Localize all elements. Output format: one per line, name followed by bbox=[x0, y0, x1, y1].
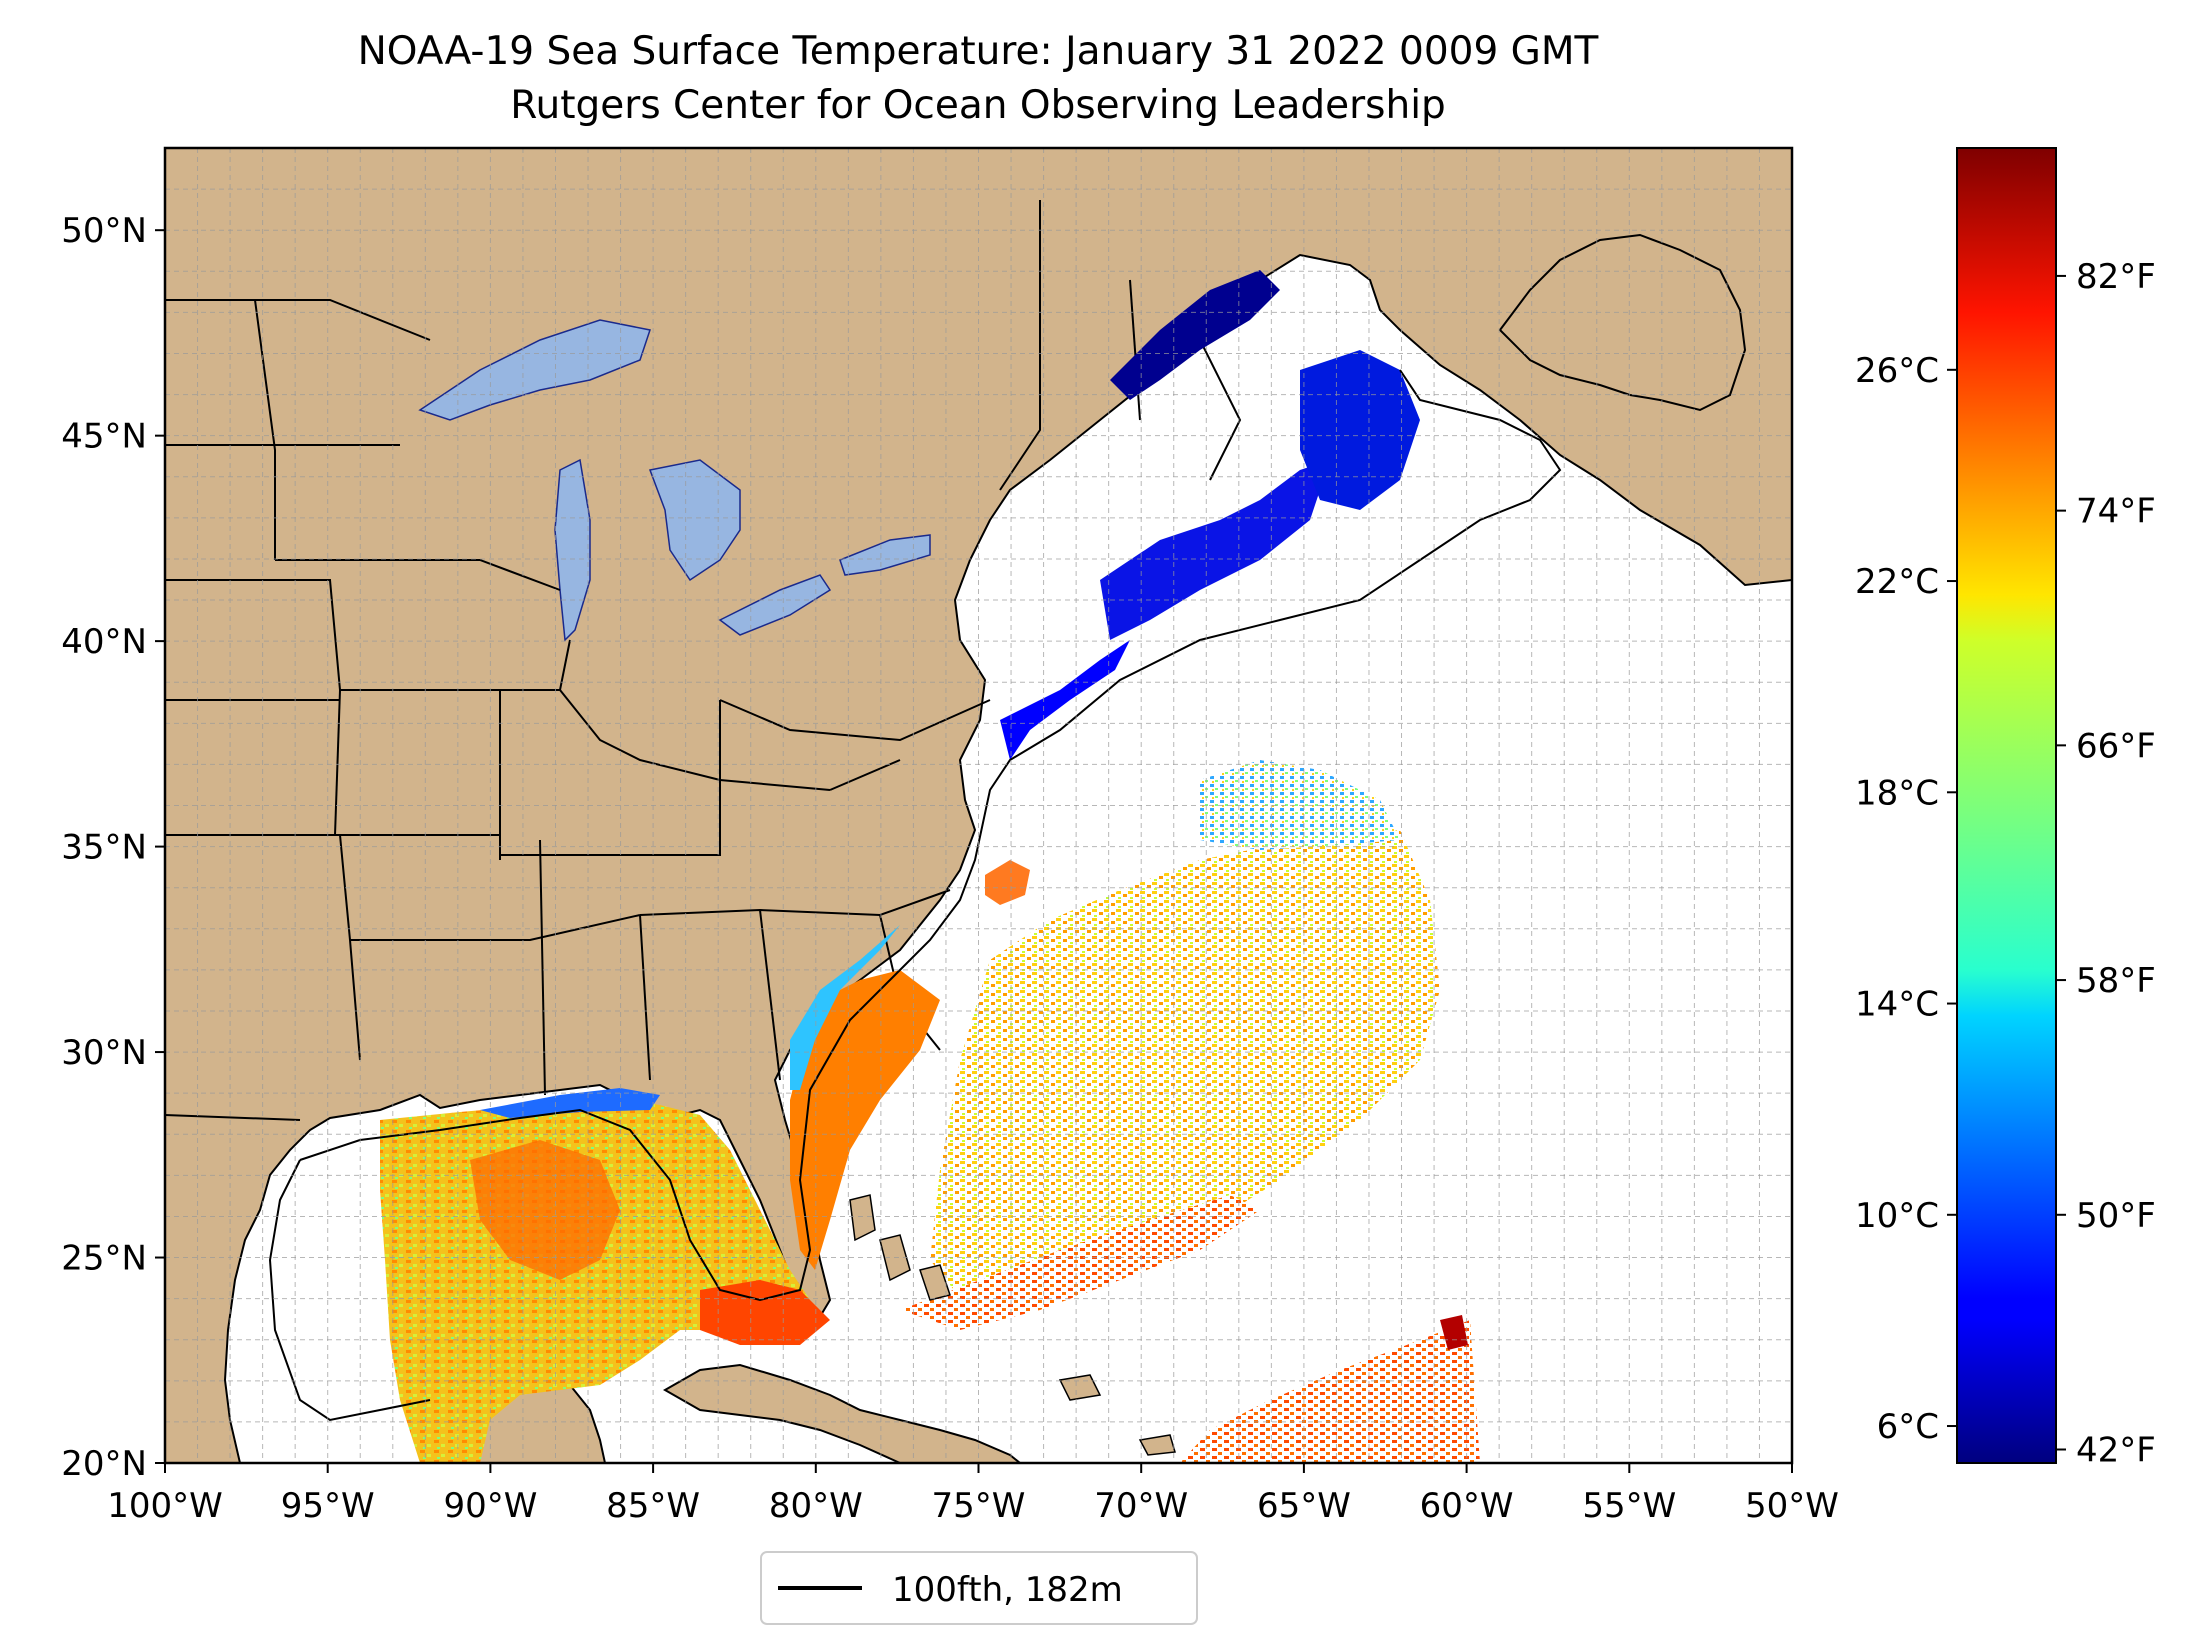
lake-erie bbox=[718, 574, 832, 636]
lon-tick-label: 75°W bbox=[932, 1486, 1026, 1526]
sst-hatteras-warm bbox=[985, 860, 1030, 905]
isobath-100-fathom bbox=[299, 369, 1562, 1302]
fahrenheit-tick-label: 42°F bbox=[2076, 1431, 2156, 1471]
sst-scotian-shelf bbox=[1300, 350, 1420, 510]
celsius-tick-label: 10°C bbox=[1855, 1196, 1939, 1236]
title-line-1: NOAA-19 Sea Surface Temperature: January… bbox=[358, 29, 1599, 74]
lon-tick-label: 70°W bbox=[1094, 1486, 1188, 1526]
lon-tick-label: 60°W bbox=[1420, 1486, 1514, 1526]
lat-tick-label: 45°N bbox=[61, 417, 147, 457]
lat-tick-label: 50°N bbox=[61, 211, 147, 251]
fahrenheit-tick-label: 74°F bbox=[2076, 492, 2156, 532]
lon-tick-label: 80°W bbox=[769, 1486, 863, 1526]
colorbar: 6°C 10°C 14°C 18°C 22°C 26°C 42°F 50°F 58°F 66°F… bbox=[1855, 147, 2156, 1471]
colorbar-gradient bbox=[1956, 147, 2057, 1464]
sst-gulf-coast-cold bbox=[480, 1088, 660, 1118]
latitude-axis: 20°N 25°N 30°N 35°N 40°N 45°N 50°N bbox=[61, 211, 165, 1484]
lon-tick-label: 85°W bbox=[606, 1486, 700, 1526]
lon-tick-label: 50°W bbox=[1745, 1486, 1839, 1526]
celsius-tick-label: 18°C bbox=[1855, 773, 1939, 813]
state-borders bbox=[165, 200, 1242, 1121]
sst-bahamas-band bbox=[900, 1195, 1260, 1330]
lon-tick-label: 65°W bbox=[1257, 1486, 1351, 1526]
celsius-tick-label: 22°C bbox=[1855, 562, 1939, 602]
lat-tick-label: 35°N bbox=[61, 828, 147, 868]
fahrenheit-tick-label: 50°F bbox=[2076, 1196, 2156, 1236]
colorbar-fahrenheit-axis: 42°F 50°F 58°F 66°F 74°F 82°F bbox=[2056, 257, 2156, 1471]
sst-open-atlantic-mid bbox=[930, 830, 1440, 1310]
map-gridlines bbox=[165, 148, 1792, 1463]
lon-tick-label: 90°W bbox=[443, 1486, 537, 1526]
lon-tick-label: 55°W bbox=[1582, 1486, 1676, 1526]
celsius-tick-label: 26°C bbox=[1855, 351, 1939, 391]
sst-south-atlantic-hotspot bbox=[1440, 1315, 1468, 1350]
lat-tick-label: 40°N bbox=[61, 622, 147, 662]
lake-ontario bbox=[839, 534, 931, 576]
legend-box bbox=[760, 1551, 1198, 1625]
sst-new-england-shelf bbox=[1100, 460, 1330, 640]
sst-south-atlantic-warm bbox=[1180, 1320, 1480, 1463]
map-area bbox=[165, 148, 1792, 1463]
lon-tick-label: 95°W bbox=[281, 1486, 375, 1526]
land-newfoundland bbox=[1498, 233, 1747, 412]
longitude-axis: 100°W 95°W 90°W 85°W 80°W 75°W 70°W 65°W 60°W 55°… bbox=[107, 1463, 1839, 1526]
legend: 100fth, 182m bbox=[760, 1551, 1198, 1625]
fahrenheit-tick-label: 66°F bbox=[2076, 726, 2156, 766]
sst-gulf-of-st-lawrence bbox=[1110, 270, 1280, 400]
sst-florida-straits bbox=[700, 1280, 830, 1345]
lake-huron bbox=[648, 459, 741, 582]
title-line-2: Rutgers Center for Ocean Observing Leade… bbox=[510, 83, 1446, 128]
lake-michigan bbox=[554, 458, 591, 642]
land-cuba bbox=[662, 1363, 1022, 1463]
fahrenheit-tick-label: 82°F bbox=[2076, 257, 2156, 297]
isobath-gulf-west bbox=[268, 1159, 431, 1422]
fahrenheit-tick-label: 58°F bbox=[2076, 961, 2156, 1001]
lat-tick-label: 25°N bbox=[61, 1239, 147, 1279]
sst-mid-atlantic-shelf bbox=[1000, 640, 1130, 760]
lat-tick-label: 20°N bbox=[61, 1444, 147, 1484]
lat-tick-label: 30°N bbox=[61, 1033, 147, 1073]
sst-southeast-shelf bbox=[790, 925, 900, 1090]
colorbar-celsius-axis: 6°C 10°C 14°C 18°C 22°C 26°C bbox=[1855, 351, 1957, 1447]
celsius-tick-label: 14°C bbox=[1855, 985, 1939, 1025]
great-lakes bbox=[418, 319, 931, 642]
lon-tick-label: 100°W bbox=[107, 1486, 223, 1526]
celsius-tick-label: 6°C bbox=[1877, 1407, 1939, 1447]
sst-gulf-stream-core bbox=[790, 970, 940, 1270]
lake-superior bbox=[418, 319, 651, 421]
legend-label: 100fth, 182m bbox=[892, 1570, 1123, 1610]
